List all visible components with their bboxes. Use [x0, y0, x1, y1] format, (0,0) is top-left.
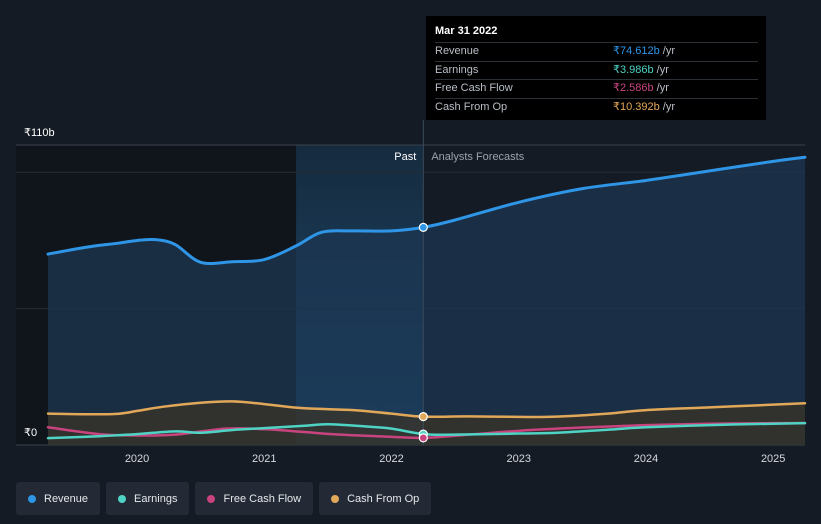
earnings-line: [46, 421, 807, 440]
legend-dot-icon: [331, 494, 340, 503]
cash-from-op-line: [46, 400, 807, 419]
tooltip-label: Free Cash Flow: [435, 82, 513, 94]
cash-from-op-marker: [418, 412, 428, 422]
revenue-line: [46, 155, 807, 265]
legend-label: Earnings: [134, 492, 178, 505]
revenue-marker: [418, 222, 428, 232]
x-tick-label: 2023: [506, 453, 530, 465]
tooltip-label: Revenue: [435, 45, 480, 57]
legend-dot-icon: [118, 494, 127, 503]
tooltip-unit: /yr: [656, 82, 669, 94]
legend-label: Revenue: [44, 492, 89, 505]
cash-from-op-area: [48, 401, 805, 445]
legend-item-free-cash-flow[interactable]: Free Cash Flow: [195, 482, 314, 515]
tooltip-unit: /yr: [662, 45, 675, 57]
y-axis-top-label: ₹110b: [24, 127, 55, 139]
tooltip-unit: /yr: [656, 63, 669, 76]
tooltip-label: Earnings: [435, 63, 479, 76]
chart-legend: Revenue Earnings Free Cash Flow Cash Fro…: [16, 482, 432, 515]
tooltip-unit: /yr: [662, 100, 675, 113]
legend-label: Cash From Op: [347, 492, 420, 505]
tooltip-value: ₹3.986b: [613, 63, 654, 76]
tooltip-row-cash-from-op: Cash From Op ₹10.392b /yr: [435, 97, 758, 117]
x-tick-label: 2022: [379, 453, 403, 465]
legend-label: Free Cash Flow: [223, 492, 302, 505]
legend-item-cash-from-op[interactable]: Cash From Op: [319, 482, 432, 515]
legend-item-earnings[interactable]: Earnings: [106, 482, 190, 515]
tooltip-value: ₹10.392b: [613, 100, 660, 113]
tooltip-value: ₹74.612b: [613, 45, 660, 57]
tooltip-date: Mar 31 2022: [435, 25, 498, 37]
x-tick-label: 2020: [125, 453, 149, 465]
legend-item-revenue[interactable]: Revenue: [16, 482, 101, 515]
tooltip-row-earnings: Earnings ₹3.986b /yr: [435, 60, 758, 80]
tooltip-value: ₹2.586b: [613, 82, 654, 94]
past-label: Past: [394, 151, 416, 163]
y-axis-bottom-label: ₹0: [24, 427, 37, 439]
free-cash-flow-marker: [418, 433, 428, 443]
forecast-label: Analysts Forecasts: [431, 151, 524, 163]
legend-dot-icon: [207, 494, 216, 503]
revenue-area: [48, 157, 805, 446]
hover-tooltip: Mar 31 2022 Revenue ₹74.612b /yr Earning…: [426, 16, 766, 120]
legend-dot-icon: [28, 494, 36, 503]
free-cash-flow-line: [46, 421, 807, 440]
x-tick-label: 2024: [634, 453, 658, 465]
tooltip-label: Cash From Op: [435, 100, 508, 113]
tooltip-row-revenue: Revenue ₹74.612b /yr: [435, 42, 758, 61]
x-tick-label: 2025: [761, 453, 785, 465]
x-tick-label: 2021: [252, 453, 276, 465]
tooltip-row-free-cash-flow: Free Cash Flow ₹2.586b /yr: [435, 79, 758, 98]
